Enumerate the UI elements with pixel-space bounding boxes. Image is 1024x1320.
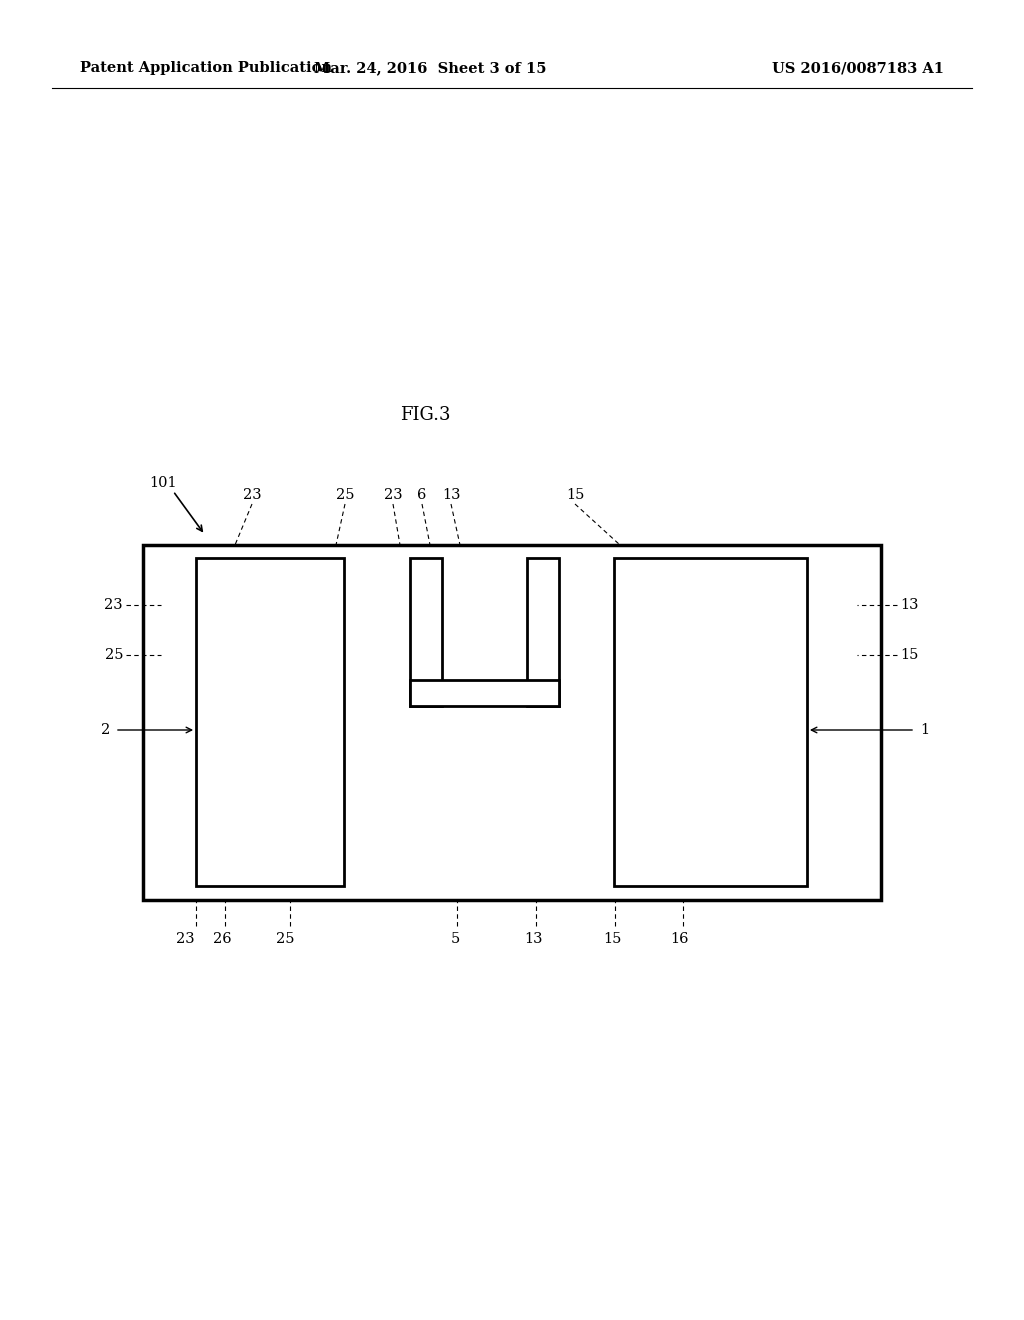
- Bar: [386, 548, 574, 783]
- Text: 6: 6: [418, 488, 427, 502]
- Text: 23: 23: [384, 488, 402, 502]
- Text: 23: 23: [104, 598, 123, 612]
- Text: 15: 15: [900, 648, 919, 663]
- Bar: [597, 548, 857, 890]
- Text: 2: 2: [100, 723, 110, 737]
- Text: Patent Application Publication: Patent Application Publication: [80, 61, 332, 75]
- Text: 25: 25: [275, 932, 294, 946]
- Bar: [143, 545, 881, 900]
- Text: 15: 15: [566, 488, 584, 502]
- Text: Mar. 24, 2016  Sheet 3 of 15: Mar. 24, 2016 Sheet 3 of 15: [313, 61, 546, 75]
- Text: 1: 1: [920, 723, 929, 737]
- Bar: [410, 680, 559, 706]
- Text: 13: 13: [441, 488, 460, 502]
- Bar: [403, 634, 558, 706]
- Text: 16: 16: [671, 932, 689, 946]
- Text: 13: 13: [900, 598, 919, 612]
- Bar: [410, 558, 442, 706]
- Text: US 2016/0087183 A1: US 2016/0087183 A1: [772, 61, 944, 75]
- Text: 5: 5: [451, 932, 460, 946]
- Bar: [527, 558, 559, 706]
- Text: 15: 15: [603, 932, 622, 946]
- Text: 25: 25: [104, 648, 123, 663]
- Text: 13: 13: [523, 932, 543, 946]
- Bar: [196, 558, 344, 886]
- Text: 23: 23: [176, 932, 195, 946]
- Text: 23: 23: [243, 488, 261, 502]
- Bar: [161, 548, 368, 890]
- Text: 25: 25: [336, 488, 354, 502]
- Text: FIG.3: FIG.3: [399, 407, 451, 424]
- Bar: [614, 558, 807, 886]
- Text: 26: 26: [213, 932, 231, 946]
- Text: 101: 101: [150, 477, 177, 490]
